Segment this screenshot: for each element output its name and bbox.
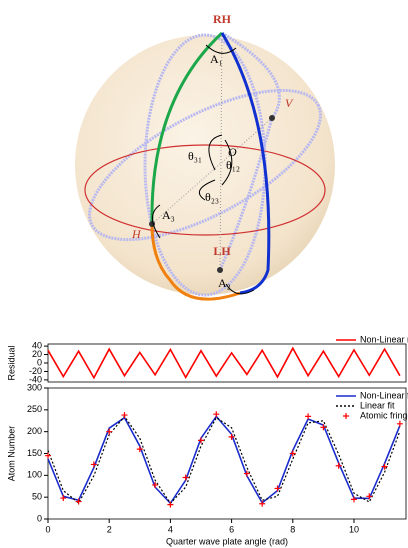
y-tick-label: 100 [27, 470, 42, 480]
sphere [75, 35, 335, 295]
y-tick-label: 150 [27, 448, 42, 458]
y-tick-label: 0 [37, 513, 42, 523]
marker [228, 433, 235, 440]
marker [381, 463, 388, 470]
label-theta23: θ₂₃ [205, 190, 219, 204]
y-tick-label: 50 [32, 492, 42, 502]
label-lh: LH [213, 244, 231, 258]
marker [259, 500, 266, 507]
marker [45, 452, 51, 459]
series-line [47, 346, 401, 380]
angle-a1 [205, 44, 237, 54]
marker [121, 412, 128, 419]
y-axis-label: Atom Number [6, 426, 16, 482]
marker [320, 424, 327, 431]
legend-label: Linear fit [360, 400, 395, 410]
marker [335, 462, 342, 469]
label-a2: A₂ [218, 276, 231, 290]
marker [106, 428, 113, 435]
label-o: O [228, 145, 237, 159]
x-axis-label: Quarter wave plate angle (rad) [166, 536, 288, 546]
label-h: H [131, 227, 142, 241]
label-theta12: θ₁₂ [226, 158, 240, 172]
marker [136, 446, 143, 453]
y-tick-label: -40 [29, 374, 42, 384]
angle-theta [198, 134, 233, 201]
point-v [269, 115, 275, 121]
y-tick-label: 20 [32, 349, 42, 359]
marker [289, 450, 296, 457]
x-tick-label: 2 [107, 524, 112, 534]
angle-a3 [152, 204, 161, 239]
y-tick-label: -20 [29, 366, 42, 376]
x-tick-label: 4 [168, 524, 173, 534]
marker [243, 470, 250, 477]
arc-blue [220, 32, 271, 295]
equator [84, 144, 326, 236]
label-a1: A₁ [210, 52, 223, 66]
point-lh [217, 267, 223, 273]
y-tick-label: 40 [32, 340, 42, 350]
marker [60, 495, 67, 502]
marker [90, 461, 97, 468]
marker [197, 437, 204, 444]
marker [350, 496, 357, 503]
label-rh: RH [213, 12, 232, 26]
y-tick-label: 250 [27, 404, 42, 414]
y-tick-label: 200 [27, 426, 42, 436]
marker [305, 413, 312, 420]
poincare-sphere: RH LH H V O A₁ A₂ A₃ θ₁₂ θ₂₃ θ₃₁ [75, 12, 335, 301]
legend-marker [343, 413, 349, 419]
x-tick-label: 8 [290, 524, 295, 534]
x-tick-label: 0 [45, 524, 50, 534]
legend-label: Non-Linear fit [360, 390, 408, 400]
legend-label: Non-Linear residual [360, 334, 408, 344]
x-tick-label: 6 [229, 524, 234, 534]
marker [274, 485, 281, 492]
arc-orange [150, 223, 241, 301]
x-tick-label: 10 [349, 524, 359, 534]
label-a3: A₃ [162, 208, 175, 222]
marker [167, 501, 174, 508]
series-line [47, 415, 401, 505]
marker [182, 474, 189, 481]
marker [213, 411, 220, 418]
angle-a2 [225, 283, 255, 295]
marker [396, 420, 403, 427]
great-circle [88, 88, 322, 242]
marker [366, 493, 373, 500]
marker [152, 481, 159, 488]
label-v: V [285, 96, 294, 110]
y-axis-label: Residual [6, 345, 16, 380]
marker [75, 498, 82, 505]
y-tick-label: 0 [37, 357, 42, 367]
label-theta31: θ₃₁ [188, 149, 202, 163]
series-line [47, 415, 401, 505]
y-tick-label: 300 [27, 382, 42, 392]
axis [219, 32, 223, 271]
arc-green [150, 31, 224, 225]
legend-label: Atomic fringes [360, 410, 408, 420]
